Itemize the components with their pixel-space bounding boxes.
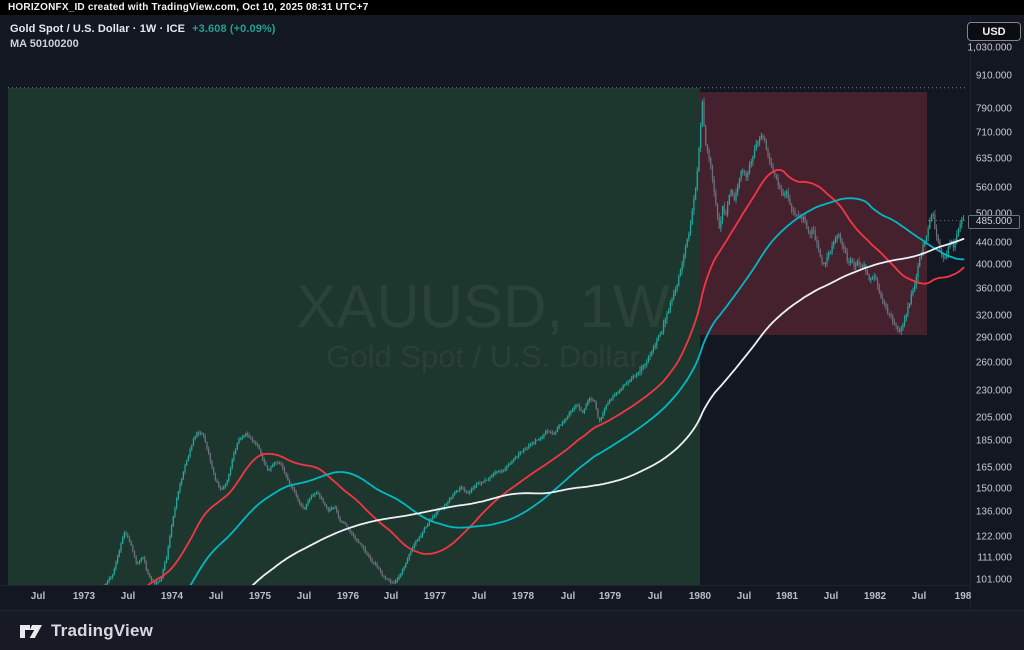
tradingview-logo-icon[interactable] [19,621,43,641]
price-axis-label: 136.000 [975,506,1012,518]
price-axis-label: 205.000 [975,412,1012,424]
price-change: +3.608 (+0.09%) [192,23,276,35]
currency-toggle-button[interactable]: USD [967,22,1021,41]
price-axis-label: 260.000 [975,357,1012,369]
attribution-text: HORIZONFX_ID created with TradingView.co… [8,2,369,13]
watermark-description: Gold Spot / U.S. Dollar [326,339,640,374]
last-price-label: 485.000 [968,214,1020,229]
time-axis-label: 1973 [72,591,96,602]
price-axis-label: 710.000 [975,127,1012,139]
ma-200-line [251,237,965,585]
price-axis[interactable]: USD 485.000 1,030.000 910.000 790.000 710.0… [967,15,1024,610]
price-axis-label: 1,030.000 [967,42,1013,54]
time-axis-label: Jul [296,591,312,602]
time-axis-label: Jul [736,591,752,602]
price-axis-label: 560.000 [975,182,1012,194]
price-axis-label: 635.000 [975,153,1012,165]
watermark-symbol: XAUUSD, 1W [296,273,670,340]
time-axis-label: 1981 [775,591,799,602]
time-axis-label: 1978 [511,591,535,602]
price-axis-label: 360.000 [975,283,1012,295]
time-axis-label: Jul [911,591,927,602]
time-axis-label: 1982 [863,591,887,602]
price-axis-label: 320.000 [975,310,1012,322]
ma-100-line [189,197,965,585]
time-axis[interactable]: Jul 1973 Jul 1974 Jul 1975 Jul 1976 Jul 1977 Jul 19… [0,585,972,611]
time-axis-label: Jul [560,591,576,602]
time-axis-label: Jul [647,591,663,602]
attribution-bar: HORIZONFX_ID created with TradingView.co… [0,0,1024,15]
symbol-legend[interactable]: Gold Spot / U.S. Dollar · 1W · ICE +3.608… [10,23,276,50]
price-axis-label: 290.000 [975,332,1012,344]
price-axis-label: 400.000 [975,259,1012,271]
time-axis-label: Jul [823,591,839,602]
price-axis-label: 790.000 [975,103,1012,115]
price-axis-label: 101.000 [975,574,1012,586]
highlight-red-zone [700,92,927,335]
price-axis-label: 150.000 [975,483,1012,495]
tradingview-brand-text[interactable]: TradingView [51,620,154,640]
candlestick-series [103,97,965,585]
time-axis-label: 1976 [336,591,360,602]
price-axis-label: 111.000 [977,552,1012,564]
time-axis-label: Jul [208,591,224,602]
time-axis-label: 1980 [688,591,712,602]
legend-title-row[interactable]: Gold Spot / U.S. Dollar · 1W · ICE +3.608… [10,23,276,35]
price-axis-label: 440.000 [975,237,1012,249]
price-axis-label: 230.000 [975,385,1012,397]
ma-50-line [146,168,965,585]
time-axis-label: 198 [954,591,972,602]
symbol-title[interactable]: Gold Spot / U.S. Dollar · 1W · ICE [10,23,186,35]
highlight-green-zone [8,88,700,585]
time-axis-label: Jul [383,591,399,602]
price-axis-label: 165.000 [975,462,1012,474]
footer-toolbar: TradingView [0,610,1024,650]
price-axis-label: 122.000 [975,531,1012,543]
price-chart-canvas[interactable]: XAUUSD, 1W Gold Spot / U.S. Dollar [0,15,970,585]
price-axis-label: 500.000 [975,208,1012,220]
ma-indicator-row[interactable]: MA 50100200 [10,38,79,50]
time-axis-label: Jul [471,591,487,602]
price-axis-label: 910.000 [975,70,1012,82]
time-axis-label: 1979 [598,591,622,602]
time-axis-label: 1974 [160,591,184,602]
time-axis-label: 1977 [423,591,447,602]
time-axis-label: 1975 [248,591,272,602]
time-axis-label: Jul [30,591,46,602]
price-axis-label: 185.000 [975,435,1012,447]
time-axis-label: Jul [120,591,136,602]
